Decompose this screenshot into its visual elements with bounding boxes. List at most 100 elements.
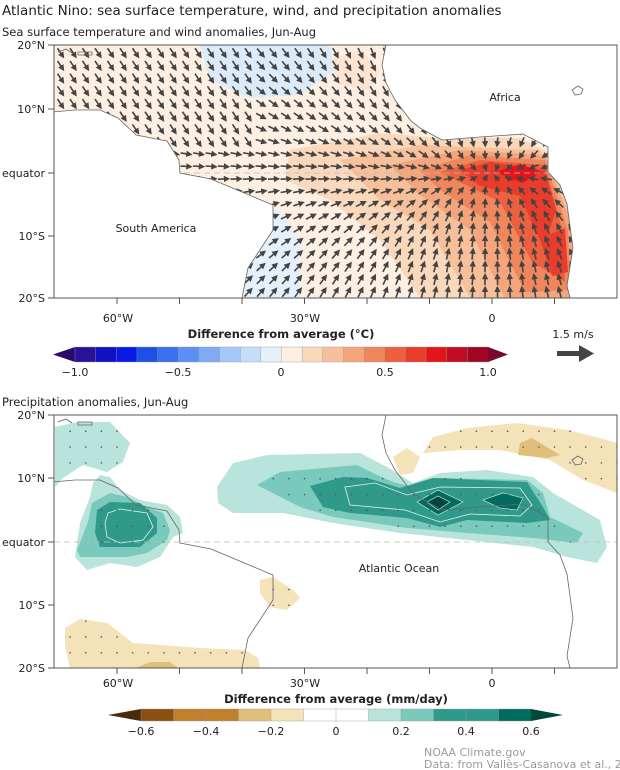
wind-vector [180,150,193,157]
wind-vector [318,213,330,220]
colorbar-bin [95,346,117,363]
wind-vector [318,200,330,207]
precip-colorbar-label: Difference from average (mm/day) [224,692,448,706]
wind-vector [131,73,140,84]
wind-vector [394,260,401,273]
wind-vector [181,60,190,72]
wind-vector [281,274,291,285]
wind-vector [305,225,317,233]
wind-vector [343,200,355,207]
label-atlantic-ocean: Atlantic Ocean [359,562,440,575]
wind-vector [242,188,256,195]
wind-vector [344,73,352,84]
wind-vector [457,198,464,209]
wind-vector [306,60,315,71]
dry-anomaly-region [423,423,617,493]
wind-vector [417,163,430,170]
wind-vector [344,249,353,260]
stipple-dot [366,477,368,480]
stipple-dot [428,446,431,448]
wind-vector [407,235,414,247]
colorbar-bin [205,708,239,722]
wind-vector [419,248,426,260]
wind-vector [432,285,439,298]
south-america-coastline [54,479,274,668]
wind-vector [106,98,115,110]
stipple-dot [444,446,446,448]
wind-vector [367,163,381,170]
wind-vector [368,111,378,122]
stipple-dot [475,493,478,496]
wind-vector [355,212,367,221]
wind-vector [144,73,152,84]
stipple-dot [319,477,321,480]
wind-vector [319,47,327,59]
wind-vector [330,163,343,170]
wind-vector [505,163,513,171]
wind-vector [456,163,466,170]
wind-vector [156,60,165,72]
sst-map [54,45,617,298]
wind-vector [169,60,177,72]
stipple-dot [522,430,525,433]
wind-vector [144,60,152,72]
wind-vector [331,237,341,247]
wind-vector [381,98,390,110]
stipple-dot [538,509,540,512]
wind-vector [343,98,353,109]
wind-vector [119,47,127,59]
colorbar-bin [498,708,532,722]
wind-vector [494,163,501,172]
stipple-dot [350,477,353,480]
wind-vector [242,150,256,157]
wind-vector [206,124,215,135]
stipple-dot [303,477,306,480]
stipple-dot [475,430,478,433]
stipple-dot [69,636,71,638]
wind-vector [244,124,252,135]
wind-vector [268,238,279,246]
precip-colorbar [108,708,563,722]
wind-vector [457,186,465,195]
wind-vector [369,47,376,60]
wind-vector [469,247,476,260]
precip-panel-title: Precipitation anomalies, Jun-Aug [2,395,188,409]
wind-vector [255,112,267,120]
wind-vector [131,124,140,135]
wind-vector [539,175,552,182]
wind-vector [244,98,252,110]
wind-vector [344,47,352,59]
wind-vector [293,86,304,96]
wind-vector [531,235,538,248]
lat-label: 10°N [17,472,45,485]
wind-vector [469,163,477,171]
wind-vector [269,47,278,59]
wind-vector [380,151,393,158]
wind-vector [481,174,488,182]
wind-vector [506,186,513,195]
stipple-dot [459,525,462,527]
wind-vector [555,210,564,222]
stipple-dot [413,525,415,527]
wind-vector [205,163,218,170]
wind-vector [305,150,318,158]
wind-vector [344,261,352,273]
stipple-dot [116,651,118,654]
wind-vector [256,262,266,272]
credit-line-2: Data: from Vallès-Casanova et al., 2020 [424,758,620,770]
wind-vector [394,111,402,122]
wind-vector [407,285,414,298]
dry-anomaly-region [393,448,420,475]
wind-vector [556,273,563,286]
wind-vector [380,137,392,146]
stipple-dot [319,493,321,496]
colorbar-tick-label: 0.2 [392,725,410,738]
figure-title: Atlantic Nino: sea surface temperature, … [2,3,502,19]
stipple-dot [116,430,118,433]
stipple-dot [288,604,290,607]
wind-vector [106,60,115,72]
wind-vector [292,150,305,158]
wind-vector [343,236,353,247]
stipple-dot [553,446,556,448]
stipple-dot [506,525,509,527]
